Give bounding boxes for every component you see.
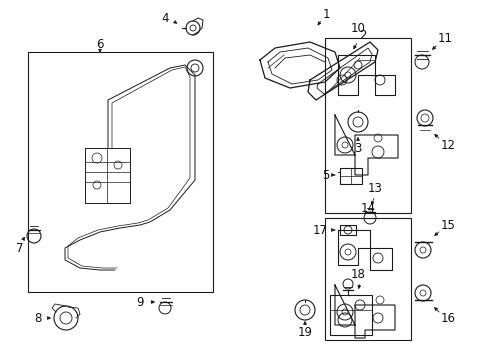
Text: 2: 2 xyxy=(359,28,367,41)
Text: 14: 14 xyxy=(361,202,375,215)
Bar xyxy=(325,218,411,340)
Text: 16: 16 xyxy=(441,311,456,324)
Text: 10: 10 xyxy=(350,22,366,35)
Text: 18: 18 xyxy=(350,269,366,282)
Text: 9: 9 xyxy=(136,296,144,309)
Text: 11: 11 xyxy=(438,32,452,45)
Text: 5: 5 xyxy=(322,168,330,181)
Text: 3: 3 xyxy=(354,141,362,154)
Bar xyxy=(340,168,362,184)
Text: 13: 13 xyxy=(368,181,382,194)
Text: 6: 6 xyxy=(96,37,104,50)
Bar xyxy=(325,38,411,213)
Text: 15: 15 xyxy=(441,219,455,231)
Text: 17: 17 xyxy=(313,224,327,237)
Text: 19: 19 xyxy=(297,325,313,338)
Text: 8: 8 xyxy=(34,311,42,324)
Bar xyxy=(28,52,213,292)
Bar xyxy=(85,148,130,203)
Text: 12: 12 xyxy=(441,139,456,152)
Bar xyxy=(340,225,356,235)
Text: 7: 7 xyxy=(16,242,24,255)
Text: 1: 1 xyxy=(322,8,330,21)
Bar xyxy=(330,295,372,335)
Text: 4: 4 xyxy=(161,12,169,24)
